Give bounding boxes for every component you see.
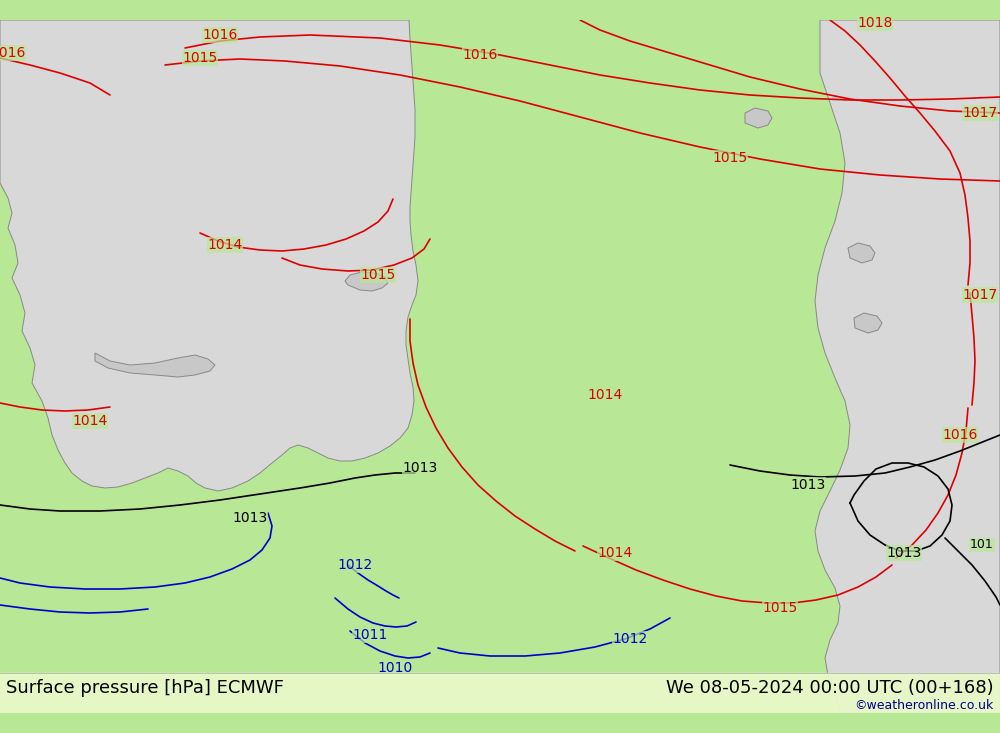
Polygon shape	[345, 272, 388, 291]
Text: 1014: 1014	[597, 546, 633, 560]
Text: 1015: 1015	[762, 601, 798, 615]
Text: 1013: 1013	[232, 511, 268, 525]
Text: 1014: 1014	[207, 238, 243, 252]
Text: 1017: 1017	[962, 106, 998, 120]
Text: 1015: 1015	[182, 51, 218, 65]
Text: 1016: 1016	[0, 46, 26, 60]
Text: ©weatheronline.co.uk: ©weatheronline.co.uk	[855, 699, 994, 712]
Text: 1016: 1016	[462, 48, 498, 62]
Polygon shape	[854, 313, 882, 333]
Text: 1010: 1010	[377, 661, 413, 675]
Text: 1013: 1013	[402, 461, 438, 475]
Text: 101: 101	[970, 539, 994, 551]
Text: 1014: 1014	[587, 388, 623, 402]
Polygon shape	[0, 20, 418, 491]
Text: 1015: 1015	[712, 151, 748, 165]
Text: 1011: 1011	[352, 628, 388, 642]
Text: 1017: 1017	[962, 288, 998, 302]
Text: Surface pressure [hPa] ECMWF: Surface pressure [hPa] ECMWF	[6, 679, 284, 697]
Text: 1016: 1016	[202, 28, 238, 42]
Text: 1013: 1013	[790, 478, 826, 492]
Text: 1018: 1018	[857, 16, 893, 30]
Polygon shape	[745, 108, 772, 128]
Text: 1013: 1013	[886, 546, 922, 560]
Text: 1012: 1012	[337, 558, 373, 572]
Text: 1016: 1016	[942, 428, 978, 442]
Text: 1015: 1015	[360, 268, 396, 282]
Polygon shape	[848, 243, 875, 263]
Polygon shape	[815, 20, 1000, 713]
Polygon shape	[95, 353, 215, 377]
Polygon shape	[0, 673, 1000, 713]
Text: We 08-05-2024 00:00 UTC (00+168): We 08-05-2024 00:00 UTC (00+168)	[666, 679, 994, 697]
Text: 1012: 1012	[612, 632, 648, 646]
Text: 1014: 1014	[72, 414, 108, 428]
